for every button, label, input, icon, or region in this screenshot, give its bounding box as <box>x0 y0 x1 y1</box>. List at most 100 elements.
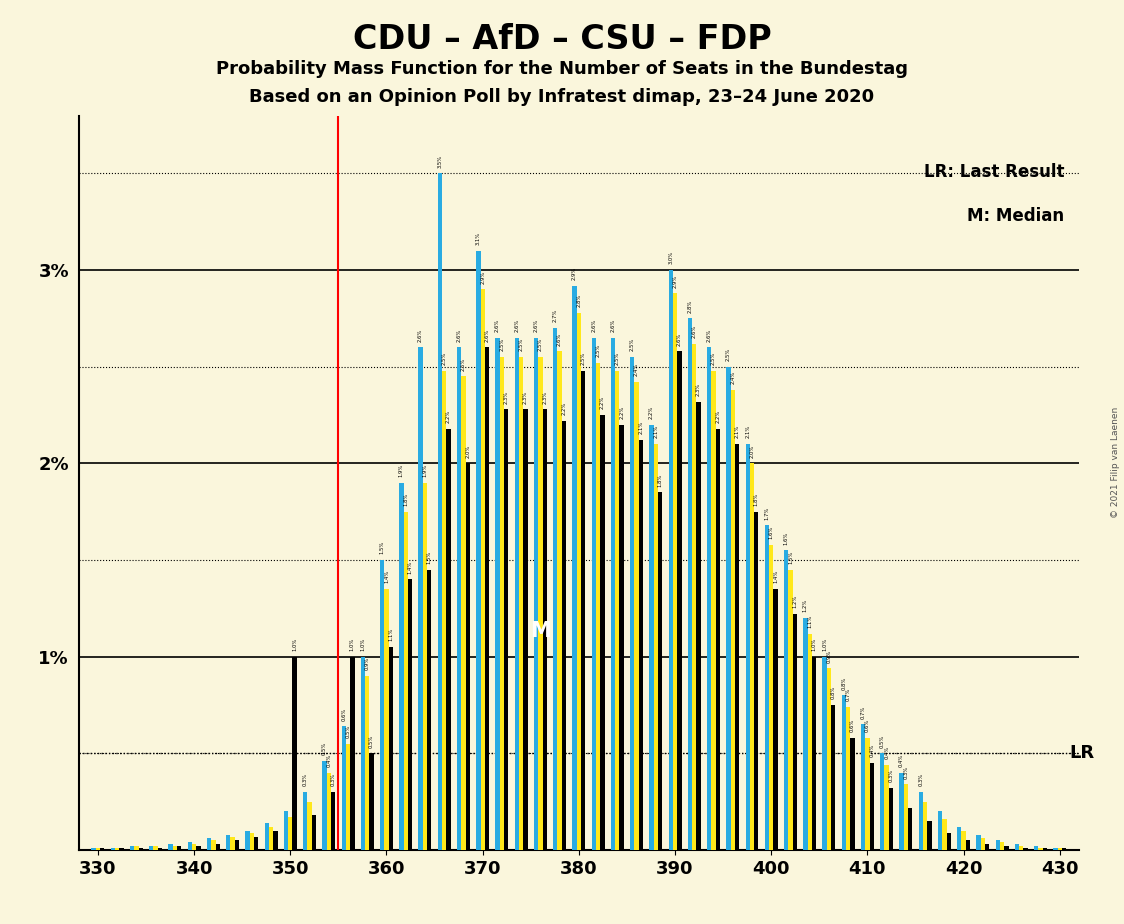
Bar <box>370 753 374 850</box>
Bar <box>1000 843 1004 850</box>
Bar <box>500 358 504 850</box>
Bar <box>504 409 508 850</box>
Text: 2.6%: 2.6% <box>610 319 616 332</box>
Bar <box>188 843 192 850</box>
Bar <box>423 482 427 850</box>
Bar <box>216 845 220 850</box>
Text: 0.5%: 0.5% <box>369 735 374 748</box>
Text: 2.8%: 2.8% <box>688 299 692 312</box>
Text: 2.5%: 2.5% <box>499 338 505 351</box>
Text: 3.5%: 3.5% <box>437 154 443 167</box>
Text: 0.5%: 0.5% <box>345 724 351 738</box>
Bar <box>1015 845 1019 850</box>
Bar <box>581 371 586 850</box>
Bar <box>977 834 980 850</box>
Bar <box>149 846 154 850</box>
Bar <box>323 761 327 850</box>
Text: 2.5%: 2.5% <box>629 338 635 351</box>
Text: 1.9%: 1.9% <box>399 464 404 477</box>
Text: 0.4%: 0.4% <box>869 744 874 758</box>
Bar <box>399 482 404 850</box>
Bar <box>1004 846 1008 850</box>
Bar <box>361 657 365 850</box>
Bar <box>538 358 543 850</box>
Bar <box>245 831 250 850</box>
Text: 2.3%: 2.3% <box>523 391 528 404</box>
Bar <box>173 846 178 850</box>
Text: 1.4%: 1.4% <box>773 570 778 583</box>
Text: 0.8%: 0.8% <box>831 686 836 699</box>
Bar <box>600 415 605 850</box>
Text: 0.8%: 0.8% <box>842 676 846 689</box>
Bar <box>446 429 451 850</box>
Bar <box>250 833 254 850</box>
Text: 2.6%: 2.6% <box>456 328 462 342</box>
Text: 0.6%: 0.6% <box>342 707 346 721</box>
Text: CDU – AfD – CSU – FDP: CDU – AfD – CSU – FDP <box>353 23 771 56</box>
Bar <box>1039 848 1043 850</box>
Bar <box>996 841 1000 850</box>
Text: 2.5%: 2.5% <box>596 344 600 358</box>
Bar <box>918 792 923 850</box>
Bar <box>192 845 197 850</box>
Text: 0.6%: 0.6% <box>850 719 855 732</box>
Bar <box>688 319 692 850</box>
Bar <box>330 792 335 850</box>
Bar <box>1062 848 1067 850</box>
Text: © 2021 Filip van Laenen: © 2021 Filip van Laenen <box>1111 407 1120 517</box>
Bar <box>230 836 235 850</box>
Bar <box>615 371 619 850</box>
Text: 0.3%: 0.3% <box>302 773 308 786</box>
Bar <box>437 174 442 850</box>
Bar <box>923 802 927 850</box>
Text: 2.6%: 2.6% <box>484 328 489 342</box>
Text: 0.7%: 0.7% <box>861 705 865 719</box>
Bar <box>638 440 643 850</box>
Bar <box>211 841 216 850</box>
Bar <box>572 286 577 850</box>
Text: 1.0%: 1.0% <box>292 638 297 651</box>
Text: 2.6%: 2.6% <box>707 328 711 342</box>
Text: 0.3%: 0.3% <box>330 773 336 786</box>
Bar <box>716 429 720 850</box>
Bar <box>804 618 807 850</box>
Bar <box>1034 846 1039 850</box>
Text: 0.5%: 0.5% <box>321 742 327 755</box>
Bar <box>558 351 562 850</box>
Bar <box>115 848 119 850</box>
Bar <box>380 560 384 850</box>
Text: 1.5%: 1.5% <box>380 541 384 554</box>
Bar <box>812 657 816 850</box>
Bar <box>534 338 538 850</box>
Bar <box>827 668 831 850</box>
Bar <box>658 492 662 850</box>
Text: 2.7%: 2.7% <box>553 310 558 322</box>
Bar <box>519 358 524 850</box>
Bar <box>823 657 827 850</box>
Bar <box>307 802 311 850</box>
Text: 2.5%: 2.5% <box>581 352 586 365</box>
Bar <box>946 833 951 850</box>
Bar <box>889 788 894 850</box>
Text: 0.3%: 0.3% <box>918 773 923 786</box>
Text: 2.5%: 2.5% <box>711 352 716 365</box>
Bar <box>669 270 673 850</box>
Bar <box>754 512 759 850</box>
Bar <box>745 444 750 850</box>
Bar <box>980 838 985 850</box>
Text: 2.4%: 2.4% <box>731 371 735 384</box>
Text: 1.0%: 1.0% <box>812 638 816 651</box>
Text: 1.4%: 1.4% <box>408 560 413 574</box>
Text: 2.6%: 2.6% <box>691 324 697 338</box>
Bar <box>138 848 143 850</box>
Bar <box>1024 848 1027 850</box>
Bar <box>178 846 181 850</box>
Bar <box>465 464 470 850</box>
Bar <box>134 846 138 850</box>
Bar <box>842 696 846 850</box>
Text: 0.9%: 0.9% <box>365 657 370 670</box>
Bar <box>311 815 316 850</box>
Bar <box>197 846 200 850</box>
Bar <box>788 570 792 850</box>
Text: 2.1%: 2.1% <box>653 425 659 438</box>
